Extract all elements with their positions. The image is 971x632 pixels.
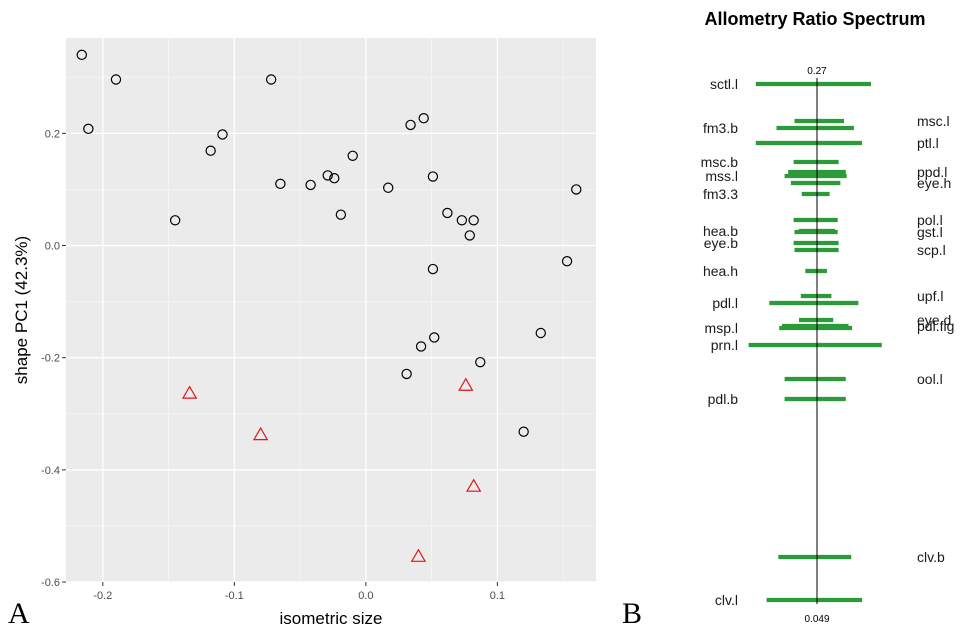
y-tick-label: -0.2 (41, 353, 60, 365)
circle-point (535, 327, 546, 339)
x-tick-label: 0.0 (358, 590, 373, 602)
x-tick-label: -0.2 (93, 590, 112, 602)
spectrum-label: eye.h (917, 175, 951, 191)
spectrum-label: msp.l (705, 320, 738, 336)
circle-point (335, 209, 347, 220)
spectrum-label: ptl.l (917, 135, 939, 151)
spectrum-title: Allometry Ratio Spectrum (704, 9, 925, 29)
circle-point (442, 207, 453, 219)
spectrum-label: prn.l (711, 337, 738, 353)
spectrum-label: pol.l (917, 212, 943, 228)
scatter-panel: -0.2 -0.1 0.0 0.1 -0.6 -0.4 -0.2 0.0 0.2 isomet… (8, 38, 596, 630)
x-axis-title: isometric size (280, 609, 383, 628)
triangle-point (252, 426, 269, 441)
circle-point (110, 74, 122, 85)
circle-point (456, 215, 468, 226)
circle-point (429, 332, 440, 343)
circle-point (401, 368, 412, 380)
spectrum-label: ool.l (917, 371, 943, 387)
circle-point (83, 123, 94, 135)
spectrum-label: msc.l (917, 113, 950, 129)
y-tick-label: -0.4 (41, 465, 60, 477)
spectrum-label: hea.h (703, 263, 738, 279)
panel-label-a: A (8, 597, 30, 630)
circle-point (415, 341, 427, 352)
spectrum-label: clv.b (917, 549, 945, 565)
circle-point (418, 112, 429, 124)
data-points (76, 49, 582, 562)
circle-point (383, 182, 394, 193)
circle-point (265, 74, 277, 85)
circle-point (205, 145, 216, 156)
spectrum-label: upf.l (917, 288, 943, 304)
spectrum-label: mss.l (705, 168, 738, 184)
y-tick-labels: -0.6 -0.4 -0.2 0.0 0.2 (41, 128, 66, 589)
circle-point (217, 129, 228, 140)
spectrum-label: clv.l (715, 592, 738, 608)
y-tick-label: 0.0 (45, 241, 60, 253)
spectrum-top-value: 0.27 (807, 66, 827, 77)
circle-point (561, 256, 573, 267)
x-tick-labels: -0.2 -0.1 0.0 0.1 (93, 582, 505, 602)
x-tick-label: -0.1 (225, 590, 244, 602)
spectrum-label: scp.l (917, 242, 946, 258)
circle-point (347, 150, 358, 161)
spectrum-label: sctl.l (710, 76, 738, 92)
y-axis-title: shape PC1 (42.3%) (12, 236, 31, 384)
spectrum-bars (748, 81, 882, 603)
circle-point (305, 179, 316, 191)
triangle-point (181, 385, 198, 399)
triangle-point (410, 548, 427, 562)
circle-point (475, 356, 486, 368)
spectrum-label: pdl.fig (917, 318, 954, 334)
circle-point (427, 263, 439, 275)
y-tick-label: 0.2 (45, 128, 60, 140)
triangle-point (466, 478, 482, 492)
circle-point (468, 215, 479, 226)
triangle-point (458, 377, 474, 391)
circle-point (76, 49, 87, 61)
circle-point (329, 173, 340, 184)
circle-point (322, 170, 333, 181)
spectrum-label: pdl.b (708, 391, 739, 407)
x-tick-label: 0.1 (490, 590, 505, 602)
spectrum-label: eye.d (917, 312, 951, 328)
plot-background (66, 38, 596, 582)
circle-point (464, 230, 475, 241)
major-gridlines (66, 38, 596, 583)
spectrum-label: msc.b (701, 154, 739, 170)
spectrum-labels: sctl.l msc.l fm3.b ptl.l msc.b ppd.l mss.l eye.… (701, 76, 955, 608)
circle-point (427, 171, 439, 182)
spectrum-bottom-value: 0.049 (804, 614, 829, 625)
spectrum-label: eye.b (704, 235, 738, 251)
panel-label-b: B (622, 597, 642, 630)
allometry-spectrum-panel: Allometry Ratio Spectrum sctl.l msc.l fm3.… (622, 9, 954, 630)
circle-point (518, 426, 529, 437)
spectrum-label: ppd.l (917, 164, 947, 180)
circle-point (169, 215, 181, 226)
spectrum-label: fm3.b (703, 120, 738, 136)
spectrum-label: gst.l (917, 224, 943, 240)
spectrum-label: fm3.3 (703, 186, 738, 202)
minor-gridlines (66, 38, 596, 582)
y-tick-label: -0.6 (41, 577, 60, 589)
spectrum-label: pdl.l (712, 295, 738, 311)
circle-point (405, 119, 416, 131)
circle-point (275, 178, 286, 190)
spectrum-label: hea.b (703, 223, 738, 239)
circle-point (571, 184, 582, 195)
